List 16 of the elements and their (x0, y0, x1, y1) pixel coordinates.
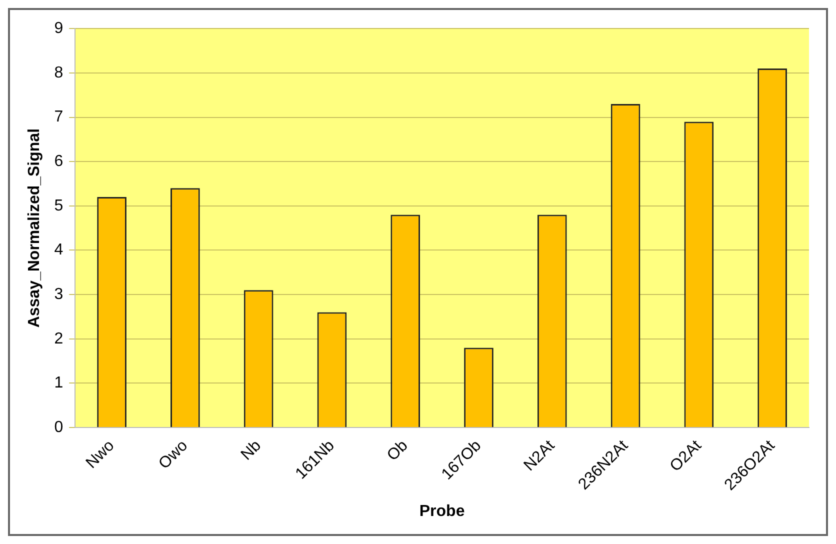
x-tick-label: Owo (156, 437, 192, 473)
y-tick-label: 1 (54, 374, 64, 392)
x-tick-label: Nwo (83, 437, 118, 472)
y-tick-label: 9 (54, 20, 64, 38)
y-tick-label: 0 (54, 418, 64, 436)
x-tick-label: Nb (238, 437, 265, 464)
y-tick-label: 8 (54, 64, 64, 82)
x-axis-title: Probe (419, 502, 465, 520)
x-tick-label: Ob (384, 437, 412, 464)
y-tick-label: 3 (54, 286, 64, 303)
y-tick-label: 6 (54, 152, 64, 170)
y-tick-label: 2 (54, 330, 64, 348)
y-tick-label: 7 (54, 108, 64, 126)
y-axis-title: Assay_Normalized_Signal (26, 128, 44, 328)
y-tick-label: 5 (54, 197, 64, 214)
y-tick-label: 4 (54, 242, 64, 259)
